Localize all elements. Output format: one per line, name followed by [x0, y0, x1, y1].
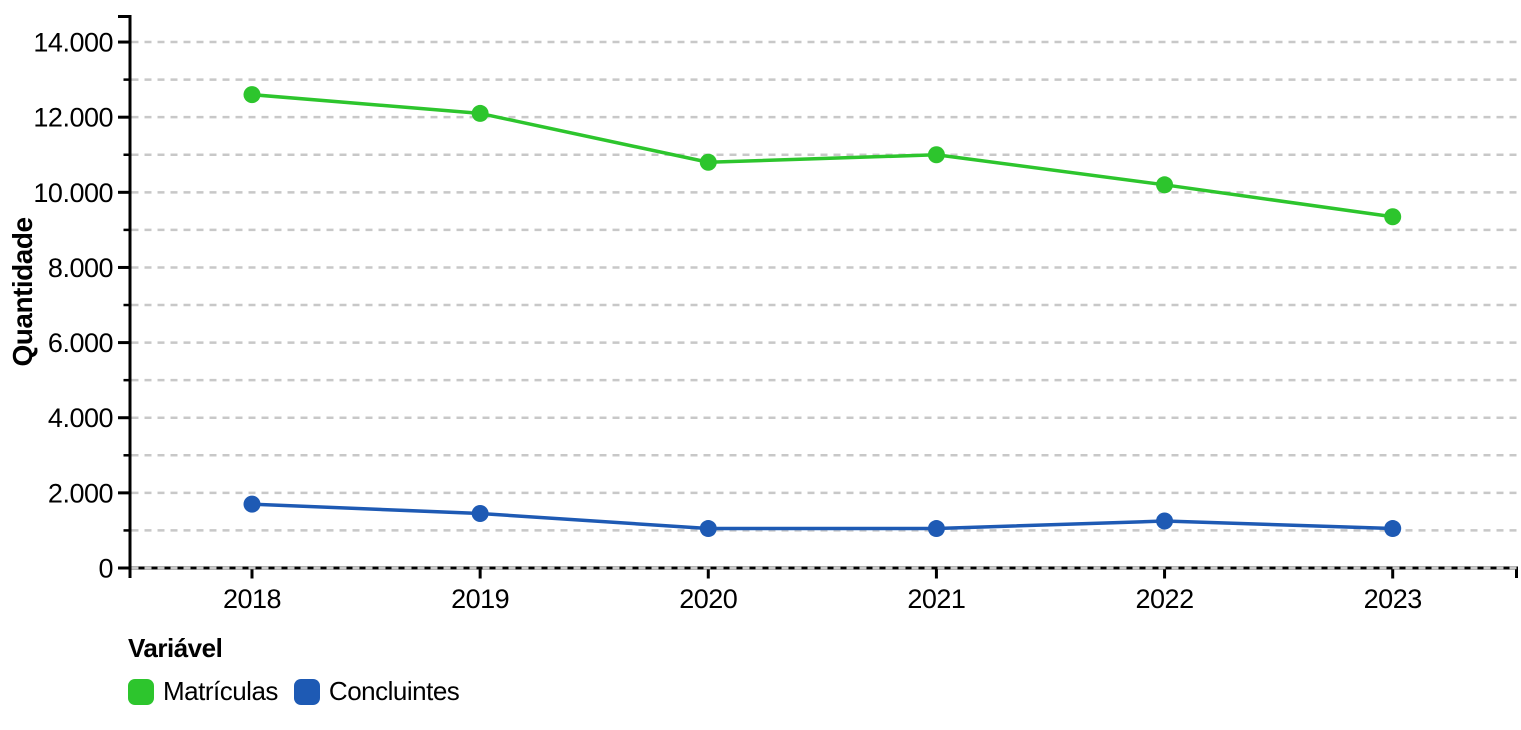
data-point-matriculas-2019[interactable] — [471, 104, 489, 122]
y-tick-label: 14.000 — [33, 28, 113, 58]
data-point-matriculas-2023[interactable] — [1384, 208, 1402, 226]
series-line-concluintes — [250, 502, 1395, 531]
x-tick-label: 2021 — [907, 584, 965, 614]
data-point-concluintes-2020[interactable] — [699, 520, 717, 538]
y-tick-label: 8.000 — [48, 253, 113, 283]
y-tick-label: 12.000 — [33, 103, 113, 133]
y-tick-label: 6.000 — [48, 328, 113, 358]
y-tick-label: 10.000 — [33, 178, 113, 208]
data-point-matriculas-2018[interactable] — [243, 86, 261, 104]
legend-title: Variável — [128, 633, 223, 663]
data-point-matriculas-2020[interactable] — [699, 153, 717, 171]
y-tick-label: 4.000 — [48, 403, 113, 433]
data-point-concluintes-2023[interactable] — [1384, 520, 1402, 538]
legend-items: Matrículas Concluintes — [128, 676, 460, 707]
legend-label-matriculas: Matrículas — [163, 676, 278, 706]
x-tick-label: 2020 — [679, 584, 737, 614]
x-tick-label: 2023 — [1364, 584, 1422, 614]
legend-swatch-matriculas-icon — [128, 678, 154, 705]
x-tick-label: 2018 — [223, 584, 281, 614]
data-point-concluintes-2019[interactable] — [471, 505, 489, 523]
data-point-concluintes-2018[interactable] — [243, 495, 261, 513]
y-tick-label: 0 — [98, 554, 113, 584]
legend: Variável Matrículas Concluintes — [128, 633, 460, 707]
data-point-matriculas-2022[interactable] — [1156, 176, 1174, 194]
legend-swatch-concluintes-icon — [293, 678, 320, 705]
data-point-matriculas-2021[interactable] — [927, 146, 945, 164]
legend-item-concluintes[interactable]: Concluintes — [293, 676, 460, 707]
y-tick-label: 2.000 — [48, 478, 113, 508]
x-tick-label: 2019 — [451, 584, 509, 614]
y-axis-title: Quantidade — [7, 217, 38, 366]
data-point-concluintes-2021[interactable] — [927, 520, 945, 538]
legend-item-matriculas[interactable]: Matrículas — [128, 676, 278, 707]
data-point-concluintes-2022[interactable] — [1156, 512, 1174, 530]
legend-label-concluintes: Concluintes — [328, 676, 460, 706]
series-line-matriculas — [250, 92, 1395, 219]
x-tick-label: 2022 — [1136, 584, 1194, 614]
